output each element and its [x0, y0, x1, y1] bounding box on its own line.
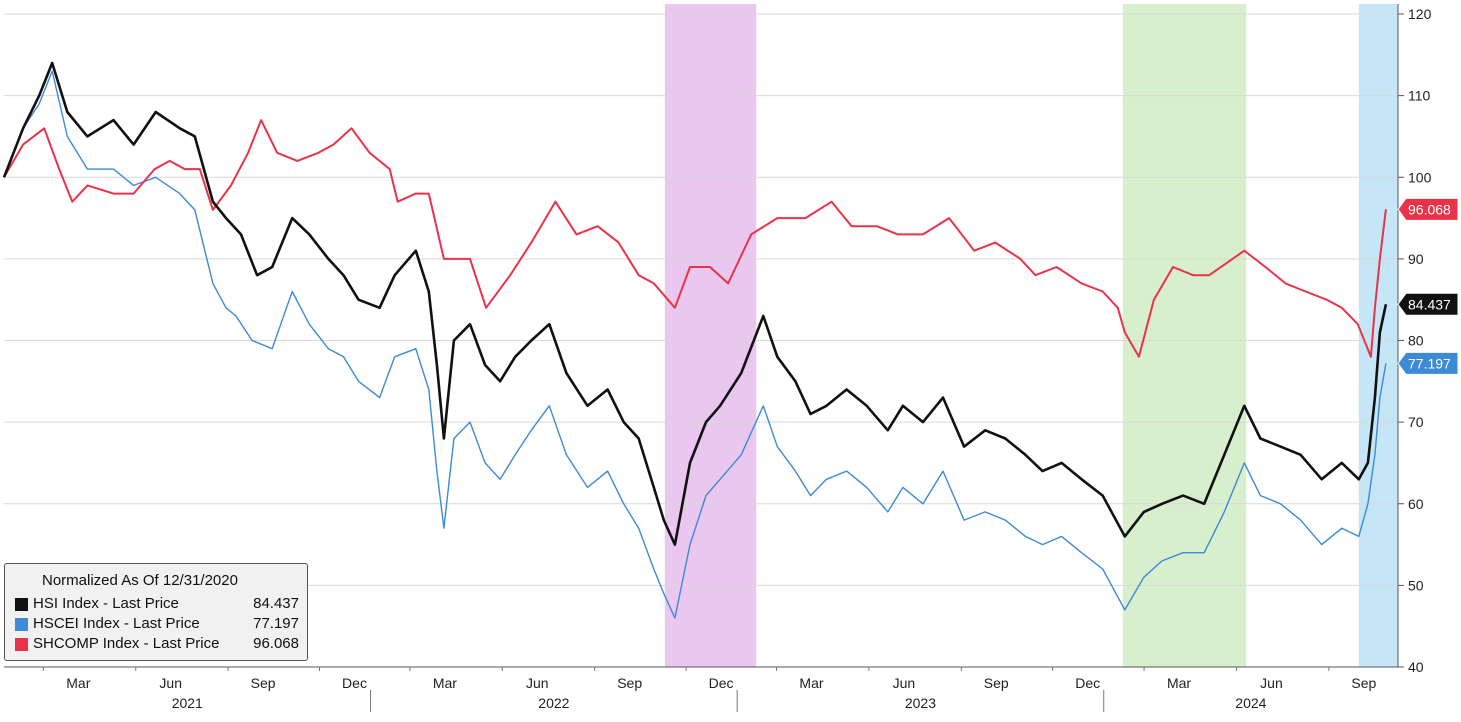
end-tag-shcomp: 96.068	[1397, 197, 1459, 221]
series-line-shcomp	[3, 119, 1387, 358]
x-tick-label-dec-2021: Dec	[342, 675, 367, 691]
end-tag-value: 84.437	[1408, 296, 1451, 312]
y-tick-label-70: 70	[1408, 414, 1424, 430]
shaded-region-1	[664, 4, 757, 667]
end-value-tags: 84.437 77.197 96.068	[1397, 197, 1459, 375]
x-tick-label-mar-2023: Mar	[799, 675, 823, 691]
x-tick-label-mar-2021: Mar	[66, 675, 90, 691]
y-tick-label-50: 50	[1408, 577, 1424, 593]
legend-title: Normalized As Of 12/31/2020	[42, 572, 238, 589]
x-tick-label-sep-2022: Sep	[617, 675, 642, 691]
x-tick-label-sep-2024: Sep	[1351, 675, 1376, 691]
x-tick-label-dec-2022: Dec	[709, 675, 734, 691]
y-tick-label-110: 110	[1408, 88, 1431, 104]
x-tick-label-sep-2023: Sep	[984, 675, 1009, 691]
y-axis: 40 50 60 70 80 90 100 110 120	[1398, 6, 1432, 675]
series-lines	[2, 61, 1388, 619]
x-year-label-2022: 2022	[538, 695, 569, 711]
x-tick-label-mar-2022: Mar	[433, 675, 457, 691]
legend: Normalized As Of 12/31/2020 HSI Index - …	[4, 563, 308, 661]
legend-value-hscei: 77.197	[253, 615, 299, 632]
end-tag-hsi: 84.437	[1397, 292, 1459, 316]
end-tag-hscei: 77.197	[1397, 351, 1459, 375]
legend-label-hscei: HSCEI Index - Last Price	[33, 615, 200, 632]
end-tag-box	[1397, 292, 1459, 316]
series-line-hscei	[3, 70, 1387, 619]
y-tick-label-40: 40	[1408, 659, 1424, 675]
end-tag-box	[1397, 351, 1459, 375]
x-axis: Mar Jun Sep Dec Mar Jun Sep Dec Mar Jun Sep Dec Mar J…	[42, 667, 1377, 712]
x-tick-label-sep-2021: Sep	[251, 675, 276, 691]
x-year-label-2021: 2021	[172, 695, 203, 711]
legend-label-shcomp: SHCOMP Index - Last Price	[33, 635, 220, 652]
y-tick-label-60: 60	[1408, 496, 1424, 512]
legend-swatch-hscei	[15, 618, 28, 631]
y-tick-label-120: 120	[1408, 6, 1432, 22]
legend-value-hsi: 84.437	[253, 595, 299, 612]
shaded-region-2	[1122, 4, 1247, 667]
legend-swatch-hsi	[15, 598, 28, 611]
x-tick-label-dec-2023: Dec	[1075, 675, 1100, 691]
end-tag-value: 77.197	[1408, 355, 1451, 371]
end-tag-box	[1397, 197, 1459, 221]
legend-label-hsi: HSI Index - Last Price	[33, 595, 179, 612]
x-tick-label-jun-2021: Jun	[159, 675, 182, 691]
x-tick-label-jun-2024: Jun	[1260, 675, 1283, 691]
x-year-label-2024: 2024	[1235, 695, 1266, 711]
y-tick-label-100: 100	[1408, 169, 1432, 185]
x-year-label-2023: 2023	[905, 695, 936, 711]
x-tick-label-mar-2024: Mar	[1167, 675, 1191, 691]
y-tick-label-80: 80	[1408, 333, 1424, 349]
legend-item-hscei: HSCEI Index - Last Price 77.197	[15, 614, 303, 634]
end-tag-value: 96.068	[1408, 201, 1451, 217]
series-line-hsi	[2, 61, 1388, 546]
x-tick-label-jun-2022: Jun	[526, 675, 549, 691]
legend-item-hsi: HSI Index - Last Price 84.437	[15, 594, 303, 614]
x-tick-label-jun-2023: Jun	[893, 675, 916, 691]
legend-item-shcomp: SHCOMP Index - Last Price 96.068	[15, 634, 303, 654]
legend-value-shcomp: 96.068	[253, 635, 299, 652]
shaded-regions	[664, 4, 1398, 667]
y-tick-label-90: 90	[1408, 251, 1424, 267]
legend-swatch-shcomp	[15, 638, 28, 651]
